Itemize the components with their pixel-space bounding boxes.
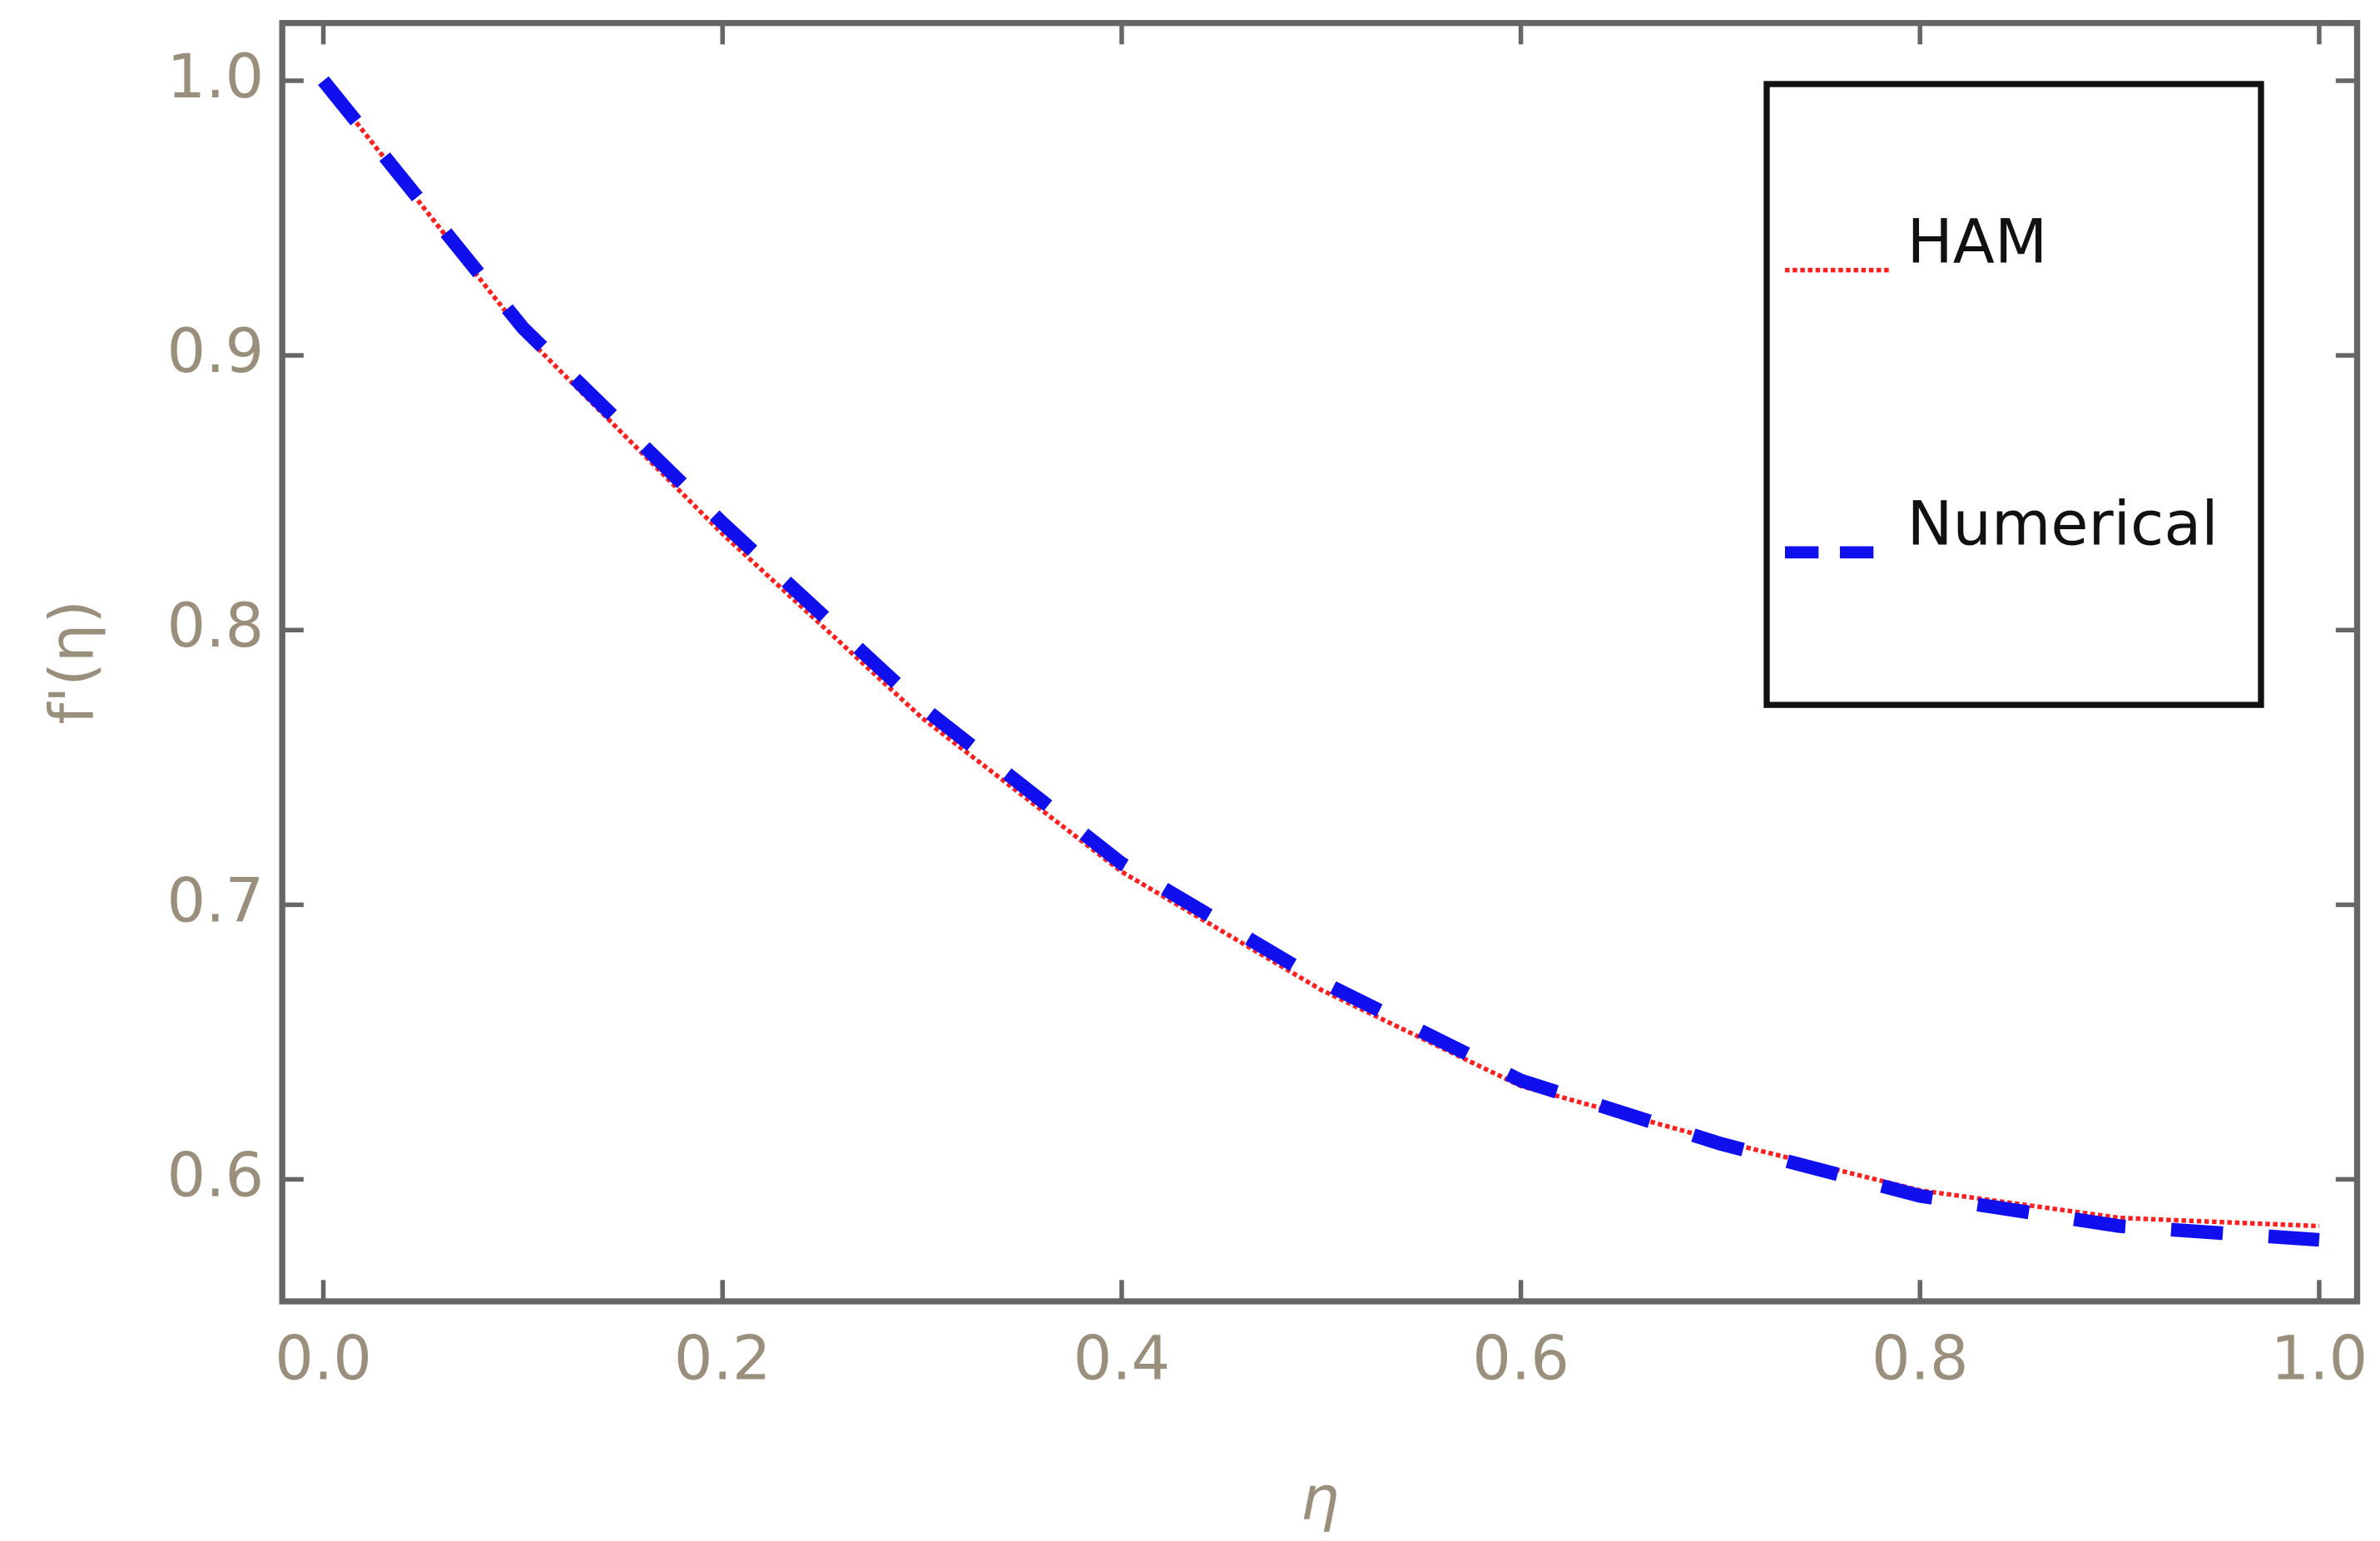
x-axis-label: η (1301, 1464, 1339, 1534)
x-tick-label: 0.6 (1472, 1323, 1569, 1394)
y-axis-label: f'(η) (37, 600, 108, 725)
y-tick-label: 1.0 (167, 42, 265, 112)
y-tick-label: 0.9 (167, 316, 265, 387)
x-tick-label: 0.8 (1872, 1323, 1969, 1394)
y-tick-label: 0.6 (167, 1140, 265, 1211)
y-tick-label: 0.8 (167, 591, 265, 661)
series-line (318, 76, 2320, 1247)
legend-box (1763, 81, 2264, 708)
legend-label: HAM (1907, 206, 2048, 277)
x-tick-label: 0.2 (674, 1323, 771, 1394)
plot-frame (279, 20, 2361, 1305)
x-tick-label: 0.4 (1073, 1323, 1171, 1394)
legend-label: Numerical (1907, 489, 2219, 560)
x-tick-label: 0.0 (275, 1323, 372, 1394)
x-tick-label: 1.0 (2271, 1323, 2368, 1394)
y-tick-label: 0.7 (167, 865, 265, 936)
